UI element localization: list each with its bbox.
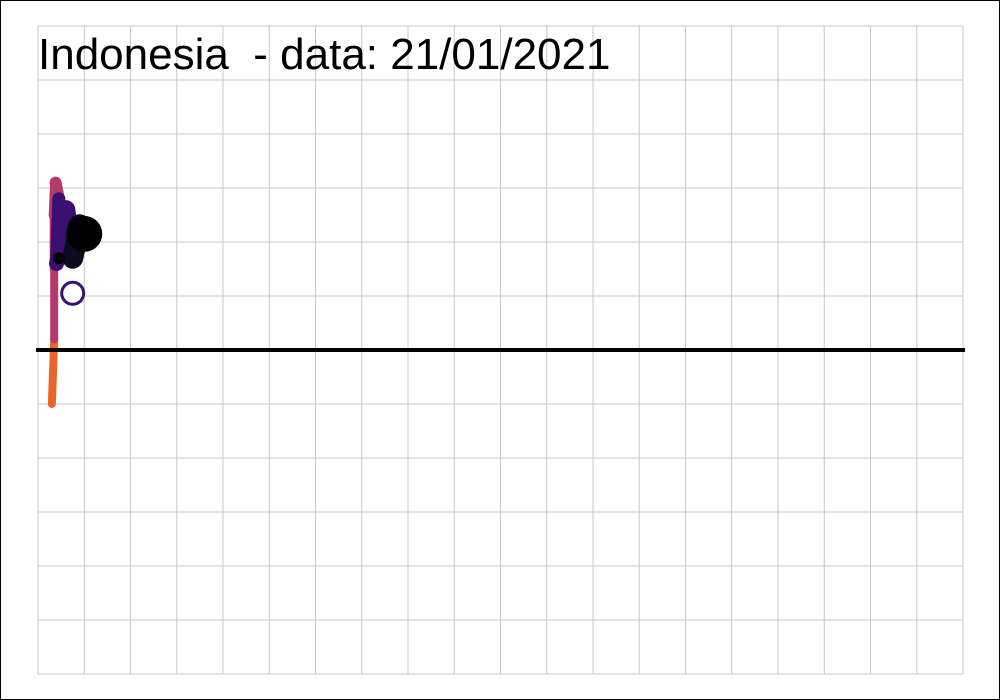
chart-title: Indonesia - data: 21/01/2021 (38, 30, 611, 79)
path-markers (52, 215, 103, 306)
end-point-marker (66, 215, 103, 252)
start-point-marker (60, 280, 86, 306)
small-point-marker (52, 252, 65, 265)
